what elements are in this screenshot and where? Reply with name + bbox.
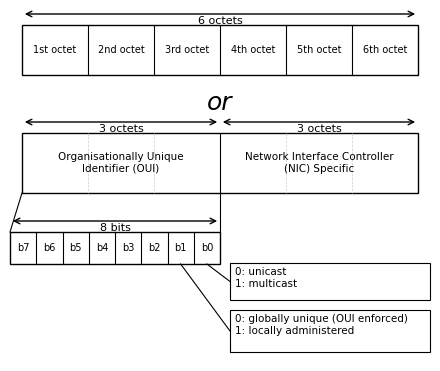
Bar xyxy=(230,263,430,300)
Text: 2nd octet: 2nd octet xyxy=(98,45,144,55)
Text: b5: b5 xyxy=(70,243,82,253)
Text: b7: b7 xyxy=(17,243,29,253)
Text: b4: b4 xyxy=(95,243,108,253)
Text: b0: b0 xyxy=(201,243,213,253)
Text: Organisationally Unique
Identifier (OUI): Organisationally Unique Identifier (OUI) xyxy=(58,152,184,174)
Text: 1st octet: 1st octet xyxy=(33,45,77,55)
Text: b1: b1 xyxy=(174,243,187,253)
Text: 0: unicast
1: multicast: 0: unicast 1: multicast xyxy=(235,267,297,289)
Text: Network Interface Controller
(NIC) Specific: Network Interface Controller (NIC) Speci… xyxy=(245,152,393,174)
Text: 0: globally unique (OUI enforced)
1: locally administered: 0: globally unique (OUI enforced) 1: loc… xyxy=(235,314,408,336)
Text: 3rd octet: 3rd octet xyxy=(165,45,209,55)
Text: b2: b2 xyxy=(148,243,161,253)
Text: 6 octets: 6 octets xyxy=(198,16,242,26)
Bar xyxy=(230,310,430,352)
Text: or: or xyxy=(207,91,233,115)
Text: b3: b3 xyxy=(122,243,134,253)
Text: 3 octets: 3 octets xyxy=(297,124,341,134)
Text: 3 octets: 3 octets xyxy=(99,124,143,134)
Text: 4th octet: 4th octet xyxy=(231,45,275,55)
Bar xyxy=(22,25,418,75)
Text: 5th octet: 5th octet xyxy=(297,45,341,55)
Bar xyxy=(22,133,418,193)
Bar xyxy=(10,232,220,264)
Text: 8 bits: 8 bits xyxy=(99,223,130,233)
Text: b6: b6 xyxy=(43,243,55,253)
Text: 6th octet: 6th octet xyxy=(363,45,407,55)
